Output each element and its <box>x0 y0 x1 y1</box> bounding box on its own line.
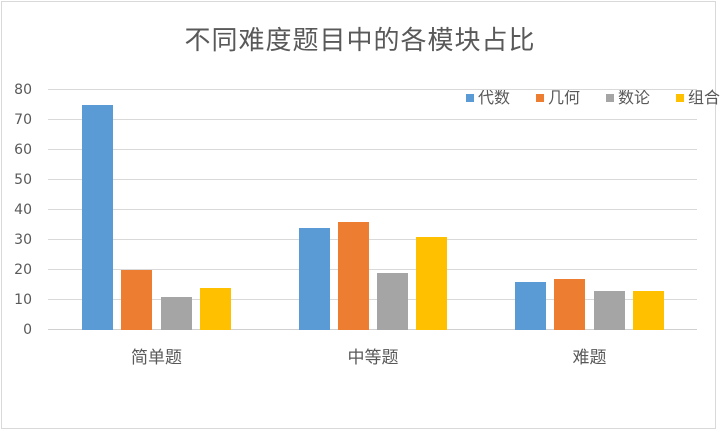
legend-label: 组合 <box>688 88 720 107</box>
bar <box>82 104 114 330</box>
chart-title: 不同难度题目中的各模块占比 <box>184 26 536 56</box>
bar <box>632 290 664 330</box>
gridline <box>48 178 697 180</box>
legend-item-algebra: 代数 <box>466 88 510 108</box>
x-axis-line <box>48 329 697 331</box>
bar <box>298 227 330 330</box>
bar <box>554 278 586 330</box>
y-tick-label: 60 <box>14 141 32 158</box>
y-tick-label: 80 <box>14 81 32 98</box>
y-tick-label: 40 <box>14 201 32 218</box>
y-tick-label: 30 <box>14 231 32 248</box>
gridline <box>48 269 697 271</box>
legend-label: 代数 <box>478 88 511 107</box>
legend-label: 数论 <box>618 88 651 107</box>
bar <box>377 272 409 330</box>
chart-legend: 代数 几何 数论 组合 <box>466 88 720 108</box>
bar <box>121 269 153 330</box>
legend-swatch-geometry-icon <box>536 94 545 102</box>
bar <box>593 290 625 330</box>
gridline <box>48 148 697 150</box>
x-category-label: 简单题 <box>131 348 182 368</box>
bar <box>199 287 231 330</box>
gridline <box>48 209 697 210</box>
legend-item-geometry: 几何 <box>536 88 580 108</box>
y-tick-label: 20 <box>14 261 32 278</box>
legend-item-combinatorics: 组合 <box>676 88 720 108</box>
legend-item-number-theory: 数论 <box>606 88 650 108</box>
gridline <box>48 239 697 241</box>
legend-label: 几何 <box>548 88 581 107</box>
bar <box>337 221 369 330</box>
bar <box>515 281 547 330</box>
legend-swatch-combinatorics-icon <box>676 94 685 102</box>
y-tick-label: 50 <box>14 171 32 188</box>
bar <box>160 296 192 330</box>
legend-swatch-algebra-icon <box>466 94 474 102</box>
x-category-label: 难题 <box>572 348 607 368</box>
legend-swatch-number-theory-icon <box>606 94 615 102</box>
gridline <box>48 299 697 301</box>
gridline <box>48 118 697 120</box>
y-tick-label: 10 <box>14 291 32 308</box>
y-tick-label: 70 <box>14 111 32 128</box>
gridline <box>48 88 697 90</box>
bar <box>416 236 448 330</box>
x-category-label: 中等题 <box>347 348 399 368</box>
y-tick-label: 0 <box>23 322 32 338</box>
